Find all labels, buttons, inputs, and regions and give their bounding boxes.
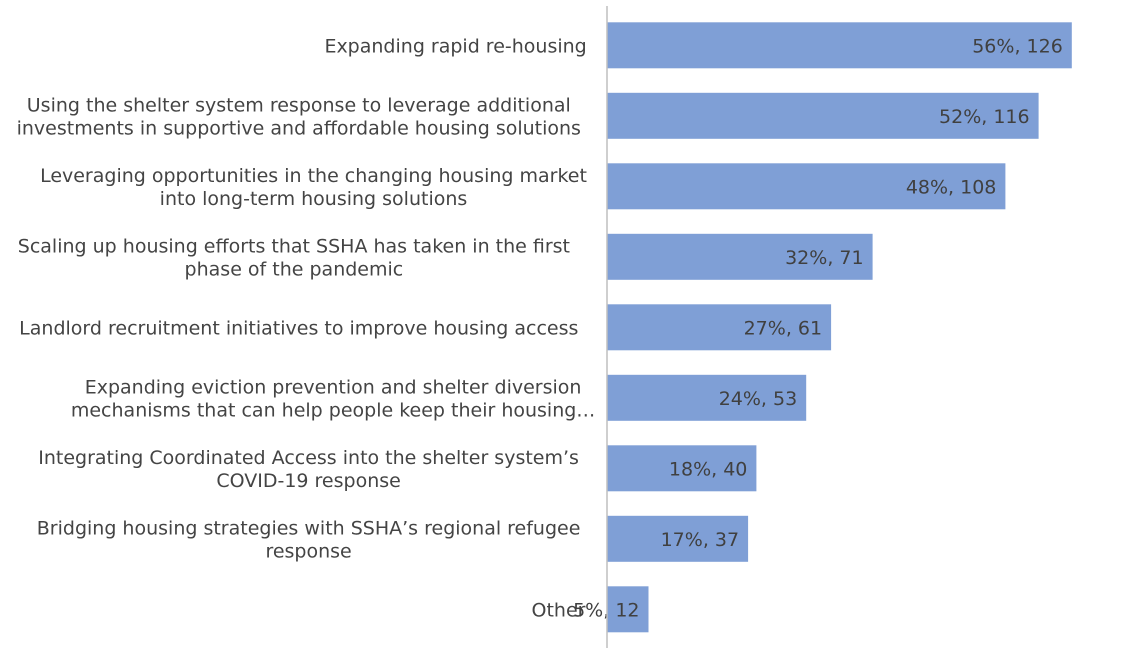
data-label-4: 27%, 61 xyxy=(744,317,823,339)
category-label-2: Leveraging opportunities in the changing… xyxy=(40,165,587,210)
category-label-0: Expanding rapid re-housing xyxy=(324,35,586,57)
category-label-7: Bridging housing strategies with SSHA’s … xyxy=(37,517,581,562)
category-label-4: Landlord recruitment initiatives to impr… xyxy=(19,317,578,339)
category-label-1: Using the shelter system response to lev… xyxy=(17,94,581,139)
category-label-6: Integrating Coordinated Access into the … xyxy=(38,447,579,492)
category-label-3: Scaling up housing efforts that SSHA has… xyxy=(18,235,570,280)
data-label-0: 56%, 126 xyxy=(972,35,1063,57)
data-label-6: 18%, 40 xyxy=(669,458,748,480)
data-label-2: 48%, 108 xyxy=(906,176,997,198)
data-label-7: 17%, 37 xyxy=(661,529,740,551)
category-label-5: Expanding eviction prevention and shelte… xyxy=(71,376,595,421)
data-label-1: 52%, 116 xyxy=(939,106,1030,128)
category-labels: Expanding rapid re-housing Using the shel… xyxy=(17,35,596,621)
data-label-3: 32%, 71 xyxy=(785,247,864,269)
data-label-5: 24%, 53 xyxy=(719,388,798,410)
